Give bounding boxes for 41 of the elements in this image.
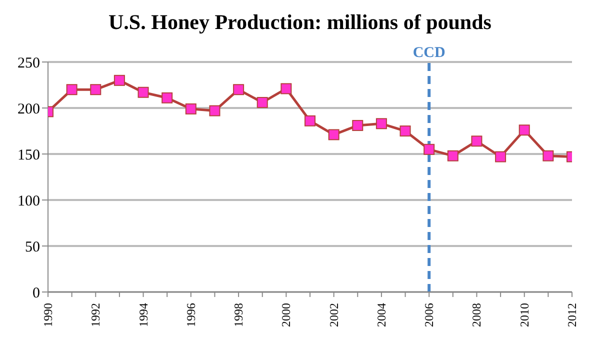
y-tick-label: 0 [32,285,40,302]
point [304,115,316,126]
point [542,150,554,162]
point [376,118,387,130]
x-tick-label: 2008 [470,303,484,327]
x-tick-label: 2006 [422,303,436,327]
point [209,105,220,116]
x-tick-label: 2012 [565,303,579,327]
y-tick-label: 100 [18,193,40,210]
point [66,84,78,96]
x-tick-label: 1994 [136,303,150,327]
x-tick-label: 2002 [326,303,341,327]
x-tick-label: 1992 [88,303,103,327]
x-tick-label: 2004 [374,303,388,327]
point [518,124,530,136]
y-tick-label: 200 [18,101,40,118]
point [352,120,364,131]
x-tick-label: 1990 [41,303,55,327]
point [495,151,506,162]
point [400,126,411,136]
y-tick-label: 250 [18,55,40,72]
y-tick-label: 50 [25,239,40,256]
point [328,129,340,140]
chart-title: U.S. Honey Production: millions of pounds [108,9,492,36]
point [185,103,196,114]
point [114,74,125,86]
y-tick-label: 150 [18,147,40,164]
x-tick-label: 2000 [279,303,294,327]
point [447,150,458,162]
ref-line-label: CCD [412,45,446,61]
x-tick-label: 1998 [232,303,246,327]
x-tick-label: 2010 [517,303,532,327]
point [280,83,292,94]
point [256,96,268,108]
point [471,136,482,147]
point [138,86,149,98]
point [233,84,244,96]
point [162,92,173,104]
x-tick-label: 1996 [184,303,198,327]
point [90,84,102,96]
point [424,144,435,155]
